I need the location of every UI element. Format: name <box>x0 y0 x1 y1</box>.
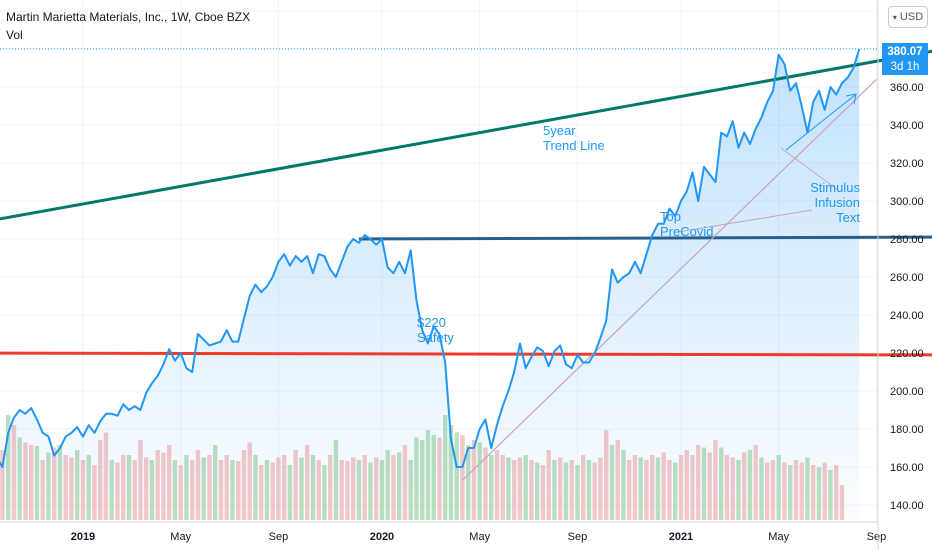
y-tick-label: 180.00 <box>890 424 924 436</box>
y-tick-label: 260.00 <box>890 272 924 284</box>
annotation-top-precovid[interactable]: Top PreCovid <box>660 209 714 239</box>
currency-pill[interactable]: ▾ USD <box>888 6 928 28</box>
thin-uptrend-line <box>462 78 877 481</box>
x-tick-label: May <box>768 531 789 543</box>
x-tick-label: May <box>469 531 490 543</box>
y-tick-label: 160.00 <box>890 462 924 474</box>
annotation-trend-line[interactable]: 5year Trend Line <box>543 123 605 153</box>
volume-label[interactable]: Vol <box>6 28 23 42</box>
arrow-head <box>845 93 857 105</box>
y-tick-label: 220.00 <box>890 348 924 360</box>
chevron-down-icon: ▾ <box>892 13 897 22</box>
x-tick-label: May <box>170 531 191 543</box>
x-tick-label: Sep <box>867 531 887 543</box>
x-tick-label: 2019 <box>71 531 95 543</box>
price-area-fill <box>0 49 860 520</box>
y-tick-label: 240.00 <box>890 310 924 322</box>
drawn-lines <box>0 48 932 481</box>
x-tick-label: 2021 <box>669 531 693 543</box>
arrow-line <box>785 94 856 151</box>
symbol-title[interactable]: Martin Marietta Materials, Inc., 1W, Cbo… <box>6 10 251 24</box>
price-series-line <box>0 48 861 468</box>
x-tick-label: Sep <box>568 531 588 543</box>
precovid-connector <box>677 209 813 233</box>
price-line <box>0 48 861 468</box>
last-price-label: 380.07 3d 1h <box>882 43 928 75</box>
annotation-stimulus[interactable]: Stimulus Infusion Text <box>810 180 860 225</box>
price-area <box>0 49 860 520</box>
last-price-value: 380.07 <box>887 46 923 58</box>
y-tick-label: 300.00 <box>890 196 924 208</box>
x-tick-label: Sep <box>269 531 289 543</box>
chart-legend: Martin Marietta Materials, Inc., 1W, Cbo… <box>6 8 250 44</box>
y-tick-label: 280.00 <box>890 234 924 246</box>
y-tick-label: 140.00 <box>890 500 924 512</box>
bar-countdown: 3d 1h <box>890 61 920 73</box>
trend-line <box>0 49 932 221</box>
stimulus-connector <box>780 147 839 191</box>
y-tick-label: 200.00 <box>890 386 924 398</box>
annotation-safety[interactable]: $220 Safety <box>417 315 454 345</box>
support-line <box>0 351 932 357</box>
y-tick-label: 340.00 <box>890 120 924 132</box>
resistance-line <box>358 235 932 241</box>
currency-label: USD <box>899 11 924 23</box>
x-tick-label: 2020 <box>370 531 394 543</box>
y-tick-label: 320.00 <box>890 158 924 170</box>
y-tick-label: 360.00 <box>890 82 924 94</box>
